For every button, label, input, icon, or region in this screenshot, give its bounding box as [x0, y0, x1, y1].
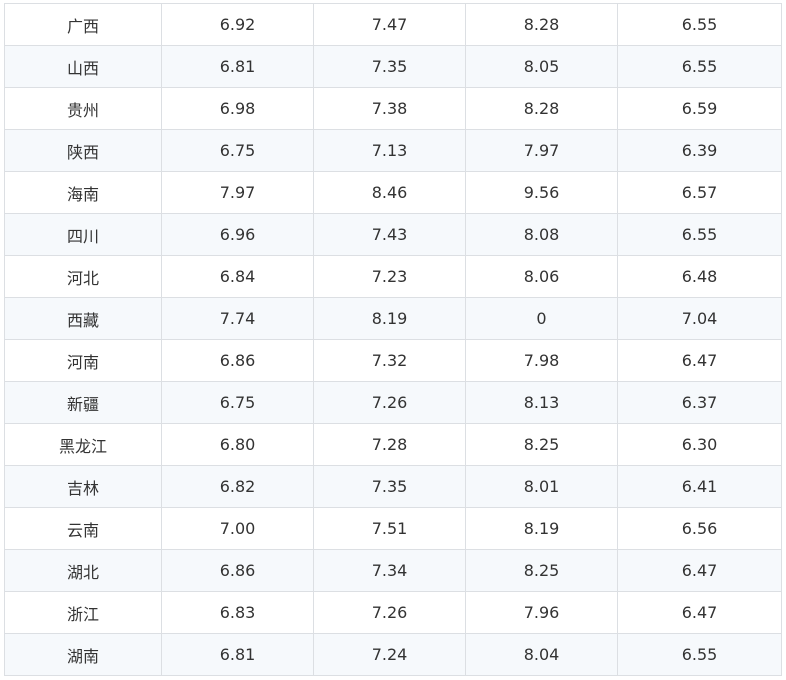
cell-value-4: 6.41 [617, 465, 782, 508]
cell-province: 陕西 [4, 129, 162, 172]
table-row: 河北 6.84 7.23 8.06 6.48 [4, 255, 782, 298]
cell-value-4: 6.47 [617, 549, 782, 592]
cell-province: 山西 [4, 45, 162, 88]
cell-value-3: 7.96 [465, 591, 618, 634]
cell-value-1: 6.98 [161, 87, 314, 130]
cell-value-3: 8.08 [465, 213, 618, 256]
table-row: 云南 7.00 7.51 8.19 6.56 [4, 507, 782, 550]
cell-value-1: 6.83 [161, 591, 314, 634]
cell-province: 浙江 [4, 591, 162, 634]
cell-value-2: 7.32 [313, 339, 466, 382]
cell-value-1: 6.75 [161, 129, 314, 172]
cell-value-3: 8.13 [465, 381, 618, 424]
cell-value-2: 7.26 [313, 591, 466, 634]
cell-value-4: 6.55 [617, 3, 782, 46]
cell-value-2: 7.43 [313, 213, 466, 256]
cell-value-4: 6.48 [617, 255, 782, 298]
cell-value-4: 6.30 [617, 423, 782, 466]
cell-province: 湖南 [4, 633, 162, 676]
cell-value-4: 6.56 [617, 507, 782, 550]
cell-value-2: 8.46 [313, 171, 466, 214]
cell-value-2: 7.51 [313, 507, 466, 550]
table-row: 新疆 6.75 7.26 8.13 6.37 [4, 381, 782, 424]
cell-value-1: 6.84 [161, 255, 314, 298]
cell-value-2: 7.47 [313, 3, 466, 46]
cell-value-3: 8.04 [465, 633, 618, 676]
cell-value-1: 6.86 [161, 549, 314, 592]
cell-value-2: 7.26 [313, 381, 466, 424]
cell-value-1: 6.86 [161, 339, 314, 382]
cell-value-3: 8.28 [465, 87, 618, 130]
cell-province: 西藏 [4, 297, 162, 340]
cell-value-2: 7.24 [313, 633, 466, 676]
cell-value-3: 7.97 [465, 129, 618, 172]
cell-value-4: 6.39 [617, 129, 782, 172]
cell-province: 河南 [4, 339, 162, 382]
cell-value-3: 8.28 [465, 3, 618, 46]
cell-value-1: 7.74 [161, 297, 314, 340]
cell-value-1: 6.81 [161, 633, 314, 676]
table-row: 吉林 6.82 7.35 8.01 6.41 [4, 465, 782, 508]
cell-province: 四川 [4, 213, 162, 256]
table-row: 河南 6.86 7.32 7.98 6.47 [4, 339, 782, 382]
cell-value-1: 6.82 [161, 465, 314, 508]
cell-value-1: 7.00 [161, 507, 314, 550]
cell-value-1: 6.81 [161, 45, 314, 88]
cell-value-2: 7.23 [313, 255, 466, 298]
cell-province: 云南 [4, 507, 162, 550]
price-table: 广西 6.92 7.47 8.28 6.55 山西 6.81 7.35 8.05 6.55 贵州 6.… [4, 3, 782, 676]
cell-province: 湖北 [4, 549, 162, 592]
cell-value-4: 6.59 [617, 87, 782, 130]
cell-value-4: 6.55 [617, 213, 782, 256]
table-row: 贵州 6.98 7.38 8.28 6.59 [4, 87, 782, 130]
table-row: 湖南 6.81 7.24 8.04 6.55 [4, 633, 782, 676]
cell-value-4: 6.47 [617, 591, 782, 634]
cell-value-2: 7.35 [313, 45, 466, 88]
cell-value-2: 7.34 [313, 549, 466, 592]
cell-value-4: 6.57 [617, 171, 782, 214]
cell-value-1: 6.92 [161, 3, 314, 46]
table-body: 广西 6.92 7.47 8.28 6.55 山西 6.81 7.35 8.05 6.55 贵州 6.… [4, 3, 782, 676]
cell-value-1: 6.96 [161, 213, 314, 256]
cell-value-1: 6.75 [161, 381, 314, 424]
cell-province: 吉林 [4, 465, 162, 508]
cell-value-2: 8.19 [313, 297, 466, 340]
table-row: 山西 6.81 7.35 8.05 6.55 [4, 45, 782, 88]
table-row: 黑龙江 6.80 7.28 8.25 6.30 [4, 423, 782, 466]
table-row: 浙江 6.83 7.26 7.96 6.47 [4, 591, 782, 634]
cell-value-3: 8.25 [465, 549, 618, 592]
cell-value-3: 9.56 [465, 171, 618, 214]
cell-province: 广西 [4, 3, 162, 46]
table-row: 四川 6.96 7.43 8.08 6.55 [4, 213, 782, 256]
cell-value-2: 7.35 [313, 465, 466, 508]
table-row: 广西 6.92 7.47 8.28 6.55 [4, 3, 782, 46]
cell-value-4: 6.47 [617, 339, 782, 382]
cell-province: 海南 [4, 171, 162, 214]
cell-value-3: 7.98 [465, 339, 618, 382]
cell-value-2: 7.13 [313, 129, 466, 172]
cell-value-4: 7.04 [617, 297, 782, 340]
cell-province: 新疆 [4, 381, 162, 424]
cell-value-3: 8.06 [465, 255, 618, 298]
cell-value-3: 8.25 [465, 423, 618, 466]
cell-province: 黑龙江 [4, 423, 162, 466]
cell-value-1: 7.97 [161, 171, 314, 214]
cell-value-3: 8.05 [465, 45, 618, 88]
cell-value-3: 8.19 [465, 507, 618, 550]
cell-value-3: 8.01 [465, 465, 618, 508]
cell-value-2: 7.38 [313, 87, 466, 130]
table-row: 海南 7.97 8.46 9.56 6.57 [4, 171, 782, 214]
table-row: 陕西 6.75 7.13 7.97 6.39 [4, 129, 782, 172]
cell-value-4: 6.55 [617, 45, 782, 88]
cell-value-4: 6.37 [617, 381, 782, 424]
cell-value-4: 6.55 [617, 633, 782, 676]
table-row: 西藏 7.74 8.19 0 7.04 [4, 297, 782, 340]
cell-value-1: 6.80 [161, 423, 314, 466]
cell-province: 贵州 [4, 87, 162, 130]
cell-value-2: 7.28 [313, 423, 466, 466]
cell-value-3: 0 [465, 297, 618, 340]
table-row: 湖北 6.86 7.34 8.25 6.47 [4, 549, 782, 592]
cell-province: 河北 [4, 255, 162, 298]
